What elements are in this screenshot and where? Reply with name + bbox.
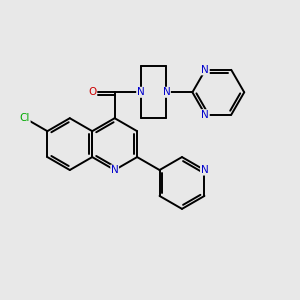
Text: O: O xyxy=(88,87,97,97)
Text: Cl: Cl xyxy=(20,113,30,123)
Text: N: N xyxy=(137,87,145,97)
Text: N: N xyxy=(201,165,208,175)
Text: N: N xyxy=(111,165,119,175)
Text: N: N xyxy=(202,65,209,75)
Text: N: N xyxy=(202,110,209,120)
Text: N: N xyxy=(163,87,170,97)
